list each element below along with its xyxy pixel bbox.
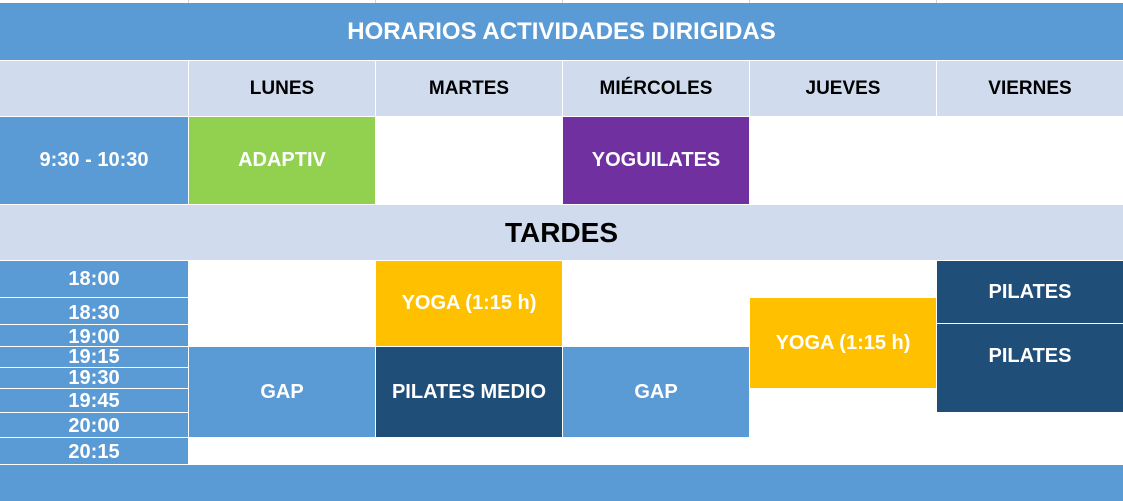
time-slot: 19:15 <box>0 346 188 368</box>
class-yoguilates: YOGUILATES <box>563 117 749 204</box>
class-yoga-martes: YOGA (1:15 h) <box>376 261 562 346</box>
class-gap-miercoles: GAP <box>563 347 749 437</box>
time-slot: 18:00 <box>0 261 188 297</box>
time-slot: 20:15 <box>0 438 188 464</box>
class-pilates-viernes-1: PILATES <box>937 261 1123 323</box>
day-header-lunes: LUNES <box>189 61 375 116</box>
class-adaptiv: ADAPTIV <box>189 117 375 204</box>
header-empty-cell <box>0 61 188 116</box>
day-header-martes: MARTES <box>376 61 562 116</box>
class-pilates-medio: PILATES MEDIO <box>376 347 562 437</box>
footer-band <box>0 465 1123 501</box>
time-slot: 19:30 <box>0 367 188 389</box>
time-slot: 20:00 <box>0 413 188 437</box>
class-yoga-jueves: YOGA (1:15 h) <box>750 298 936 388</box>
time-slot: 19:00 <box>0 325 188 348</box>
class-pilates-viernes-2: PILATES <box>937 324 1123 412</box>
time-slot: 19:45 <box>0 389 188 412</box>
day-header-viernes: VIERNES <box>937 61 1123 116</box>
class-gap-lunes: GAP <box>189 347 375 437</box>
day-header-miercoles: MIÉRCOLES <box>563 61 749 116</box>
morning-time: 9:30 - 10:30 <box>0 117 188 204</box>
time-slot: 18:30 <box>0 298 188 324</box>
page-title: HORARIOS ACTIVIDADES DIRIGIDAS <box>0 3 1123 60</box>
afternoon-heading: TARDES <box>0 205 1123 260</box>
day-header-jueves: JUEVES <box>750 61 936 116</box>
